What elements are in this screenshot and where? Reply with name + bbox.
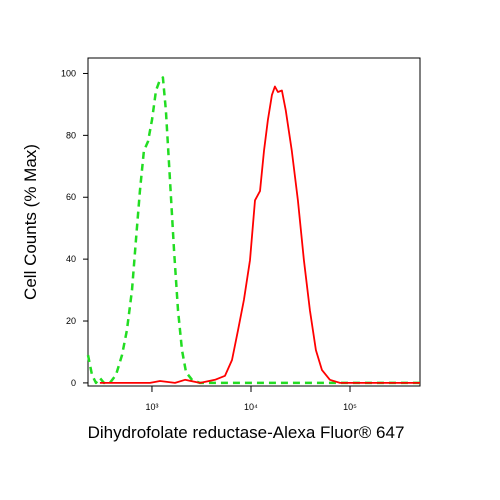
y-tick-label: 100 [61,68,76,78]
y-axis-label: Cell Counts (% Max) [21,144,40,300]
y-tick-label: 60 [66,192,76,202]
plot-frame [87,57,421,387]
y-tick-label: 80 [66,130,76,140]
y-tick-label: 0 [71,378,76,388]
series-line [86,76,420,385]
x-tick-label: 10³ [145,402,158,412]
y-tick-label: 40 [66,254,76,264]
x-tick-label: 10⁴ [244,402,258,412]
series-line [99,85,420,384]
x-tick-label: 10⁵ [343,402,357,412]
y-tick-label: 20 [66,316,76,326]
x-axis-label: Dihydrofolate reductase-Alexa Fluor® 647 [88,423,405,442]
